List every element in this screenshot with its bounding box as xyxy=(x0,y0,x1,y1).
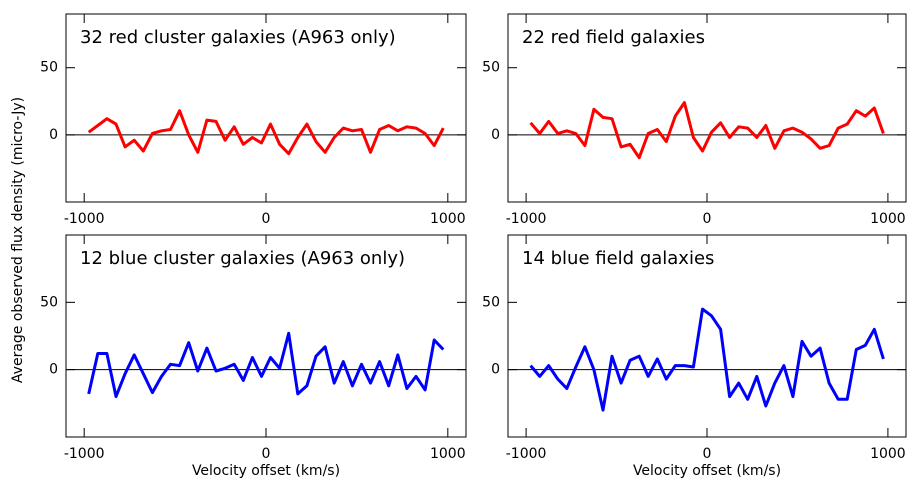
x-tick-label: 0 xyxy=(703,211,712,227)
x-tick-label: -1000 xyxy=(64,211,105,227)
y-tick-label: 50 xyxy=(482,294,500,310)
y-tick-label: 50 xyxy=(40,60,58,76)
y-tick-label: 50 xyxy=(40,294,58,310)
data-line xyxy=(529,307,885,412)
panel-title: 14 blue field galaxies xyxy=(522,248,714,269)
y-tick-label: 0 xyxy=(49,362,58,378)
panel-title: 12 blue cluster galaxies (A963 only) xyxy=(80,248,405,269)
panel-title: 32 red cluster galaxies (A963 only) xyxy=(80,27,396,48)
x-tick-label: -1000 xyxy=(506,446,547,462)
y-tick-label: 50 xyxy=(482,60,500,76)
x-tick-label: 1000 xyxy=(430,211,466,227)
x-axis-label: Velocity offset (km/s) xyxy=(633,463,781,479)
y-axis-label: Average observed flux density (micro-Jy) xyxy=(10,97,26,383)
x-axis-label: Velocity offset (km/s) xyxy=(192,463,340,479)
y-tick-label: 0 xyxy=(491,362,500,378)
data-line xyxy=(529,101,885,160)
x-tick-label: -1000 xyxy=(64,446,105,462)
x-tick-label: 0 xyxy=(703,446,712,462)
data-line xyxy=(87,331,445,399)
data-line xyxy=(87,109,445,156)
y-tick-label: 0 xyxy=(49,127,58,143)
x-tick-label: 1000 xyxy=(870,211,906,227)
x-tick-label: 1000 xyxy=(430,446,466,462)
panel-title: 22 red field galaxies xyxy=(522,27,705,48)
y-tick-label: 0 xyxy=(491,127,500,143)
x-tick-label: 1000 xyxy=(870,446,906,462)
x-tick-label: -1000 xyxy=(506,211,547,227)
x-tick-label: 0 xyxy=(262,211,271,227)
x-tick-label: 0 xyxy=(262,446,271,462)
